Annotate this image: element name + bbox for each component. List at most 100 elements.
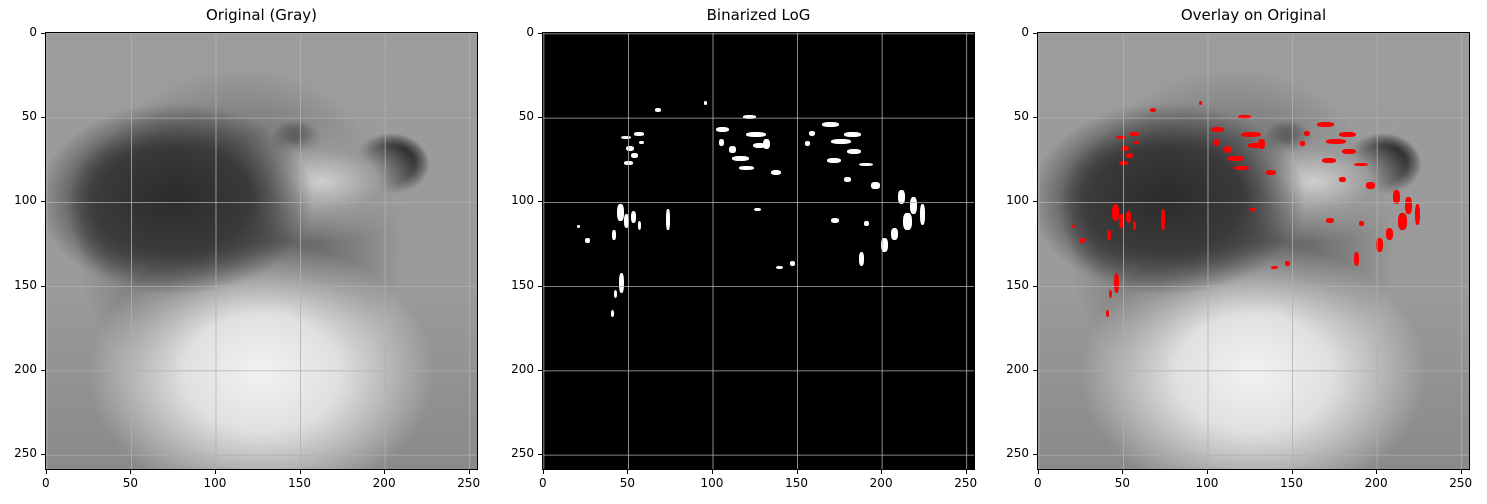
edge-blob xyxy=(822,121,839,128)
edge-blob xyxy=(1237,115,1252,119)
edge-blob xyxy=(1125,210,1132,223)
x-tick-mark xyxy=(542,470,544,474)
y-tick-mark xyxy=(41,369,45,371)
panel-title: Binarized LoG xyxy=(706,6,811,24)
y-tick-mark xyxy=(1033,32,1037,34)
edge-blob xyxy=(630,210,637,223)
y-tick-mark xyxy=(538,454,542,456)
y-tick-label: 50 xyxy=(518,109,534,124)
x-tick-mark xyxy=(45,470,47,474)
edge-blob xyxy=(1114,272,1120,294)
edge-blob xyxy=(1115,135,1126,140)
y-tick-mark xyxy=(1033,201,1037,203)
x-tick-label: 150 xyxy=(288,476,311,490)
edge-blob xyxy=(1129,132,1140,136)
edge-blob xyxy=(1386,228,1394,241)
edge-blob xyxy=(903,212,912,230)
y-tick-mark xyxy=(538,32,542,34)
edge-blob xyxy=(776,265,784,270)
edge-blob xyxy=(844,132,861,138)
x-tick-mark xyxy=(384,470,386,474)
y-tick-mark xyxy=(41,117,45,119)
x-tick-mark xyxy=(711,470,713,474)
edge-blob xyxy=(1119,161,1128,165)
x-tick-label: 100 xyxy=(1195,476,1219,490)
edge-blob xyxy=(1210,127,1225,133)
edge-blob xyxy=(1240,132,1262,138)
y-tick-mark xyxy=(538,285,542,287)
x-tick-mark xyxy=(1376,470,1378,474)
y-tick-mark xyxy=(538,369,542,371)
edge-blob xyxy=(1071,224,1076,229)
y-tick-label: 250 xyxy=(511,446,534,461)
edge-blob xyxy=(827,157,841,164)
y-tick-label: 0 xyxy=(1021,24,1029,39)
edge-blob xyxy=(1247,142,1262,148)
grid-lines xyxy=(46,33,477,469)
edge-blob xyxy=(898,190,905,205)
binarized-image xyxy=(542,32,975,470)
edge-blob xyxy=(1213,139,1219,146)
edge-blob xyxy=(1303,130,1311,136)
edge-blob xyxy=(715,127,730,133)
y-tick-mark xyxy=(538,117,542,119)
edge-blob xyxy=(859,163,873,167)
y-tick-label: 250 xyxy=(1006,446,1029,461)
edge-blob xyxy=(1339,132,1356,138)
x-tick-label: 250 xyxy=(954,476,978,490)
x-tick-mark xyxy=(130,470,132,474)
edge-blob xyxy=(881,238,889,252)
edge-blob xyxy=(745,132,767,138)
edge-blob xyxy=(1398,212,1407,230)
x-tick-label: 0 xyxy=(1034,476,1042,490)
y-tick-label: 150 xyxy=(511,277,534,292)
x-tick-label: 250 xyxy=(1449,476,1473,490)
grid-lines xyxy=(543,33,974,469)
x-tick-label: 150 xyxy=(1280,476,1303,490)
edge-blob xyxy=(1249,207,1257,211)
edge-blob xyxy=(1125,152,1133,158)
edge-blob xyxy=(1112,204,1120,222)
edge-blob xyxy=(1134,140,1140,145)
edge-blob xyxy=(808,130,816,136)
x-tick-label: 200 xyxy=(372,476,396,490)
x-tick-mark xyxy=(1291,470,1293,474)
edge-blob xyxy=(1080,238,1086,244)
x-tick-label: 100 xyxy=(700,476,724,490)
y-tick-mark xyxy=(1033,369,1037,371)
edge-blob xyxy=(1120,145,1130,152)
y-tick-label: 250 xyxy=(14,446,37,461)
y-tick-mark xyxy=(41,285,45,287)
edge-blob xyxy=(910,197,917,215)
x-tick-label: 200 xyxy=(869,476,893,490)
y-tick-label: 100 xyxy=(1006,193,1029,208)
x-tick-label: 250 xyxy=(457,476,481,490)
y-tick-label: 0 xyxy=(526,24,534,39)
x-tick-mark xyxy=(299,470,301,474)
x-tick-label: 50 xyxy=(1114,476,1131,490)
edge-blob xyxy=(871,181,880,189)
x-tick-label: 0 xyxy=(539,476,547,490)
edge-blob xyxy=(718,139,724,146)
x-tick-mark xyxy=(881,470,883,474)
edge-blob xyxy=(1405,197,1412,215)
edge-blob xyxy=(1107,229,1111,241)
edge-blob xyxy=(625,145,635,152)
x-tick-mark xyxy=(627,470,629,474)
edge-blob xyxy=(891,228,899,241)
edge-blob xyxy=(1354,252,1360,266)
edge-blob xyxy=(1149,108,1157,112)
edge-blob xyxy=(859,252,865,266)
edge-blob xyxy=(1359,221,1365,227)
edge-blob xyxy=(624,214,630,229)
x-tick-mark xyxy=(965,470,967,474)
edge-blob xyxy=(739,166,755,170)
y-tick-label: 150 xyxy=(1006,277,1029,292)
edge-blob xyxy=(1322,157,1336,164)
edge-blob xyxy=(1325,217,1334,223)
edge-blob xyxy=(637,221,642,230)
x-tick-mark xyxy=(214,470,216,474)
edge-blob xyxy=(1234,166,1250,170)
x-tick-label: 100 xyxy=(203,476,227,490)
y-tick-label: 200 xyxy=(511,361,534,376)
